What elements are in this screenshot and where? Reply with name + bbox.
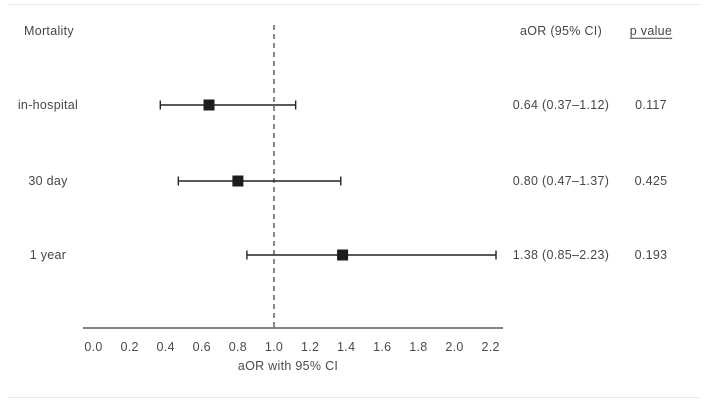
aor-value: 1.38 (0.85–2.23) [512, 247, 610, 262]
row-label-in-hospital: in-hospital [17, 97, 79, 112]
p-value: 0.193 [634, 247, 668, 262]
p-value: 0.117 [635, 97, 667, 112]
x-tick-label: 0.4 [156, 339, 175, 354]
x-axis-title: aOR with 95% CI [237, 358, 339, 373]
x-tick-label: 1.6 [373, 339, 392, 354]
top-divider [8, 4, 700, 5]
chart-title: Mortality [24, 23, 74, 38]
x-tick-label: 0.8 [228, 339, 248, 354]
p-value-column-header: p value [629, 23, 673, 38]
row-label-30-day: 30 day [28, 173, 68, 188]
x-tick-label: 0.6 [192, 339, 211, 354]
aor-value: 0.64 (0.37–1.12) [512, 97, 610, 112]
aor-value: 0.80 (0.47–1.37) [512, 173, 610, 188]
aor-column-header: aOR (95% CI) [519, 23, 603, 38]
estimate-marker [203, 99, 215, 111]
row-label-1-year: 1 year [29, 247, 67, 262]
x-tick-label: 2.2 [481, 339, 500, 354]
estimate-marker [337, 249, 349, 261]
x-tick-label: 0.0 [84, 339, 103, 354]
x-tick-label: 1.8 [409, 339, 428, 354]
bottom-divider [8, 397, 700, 398]
x-tick-label: 1.0 [264, 339, 284, 354]
x-tick-label: 2.0 [445, 339, 464, 354]
x-tick-label: 1.2 [300, 339, 320, 354]
p-value: 0.425 [634, 173, 668, 188]
x-tick-label: 0.2 [120, 339, 139, 354]
estimate-marker [232, 175, 244, 187]
x-tick-label: 1.4 [337, 339, 356, 354]
